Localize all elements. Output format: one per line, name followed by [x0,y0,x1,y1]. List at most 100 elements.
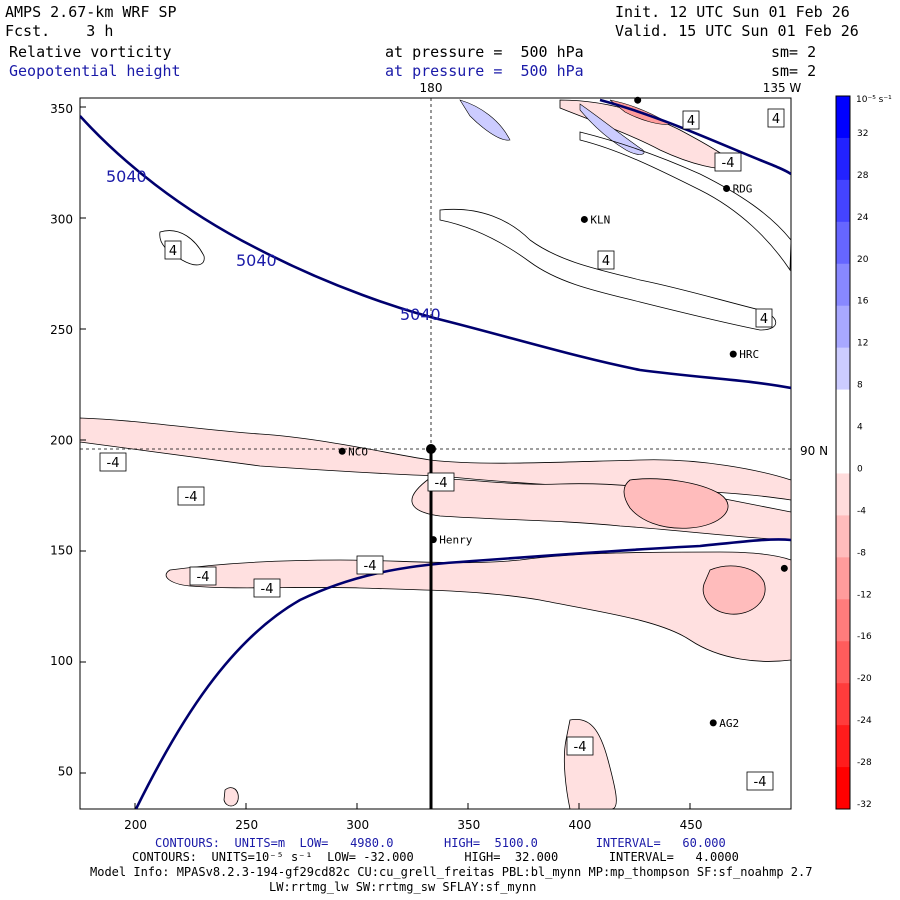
colorbar-label-11: -12 [857,590,872,600]
colorbar-label-8: 0 [857,464,863,474]
y-tick-label-4: 150 [50,544,73,558]
colorbar-swatch-8 [836,431,850,474]
init-time: Init. 12 UTC Sun 01 Feb 26 [615,3,850,21]
colorbar-swatch-5 [836,305,850,349]
footer-height-contours: CONTOURS: UNITS=m LOW= 4980.0 HIGH= 5100… [155,836,726,850]
colorbar-label-12: -16 [857,632,872,642]
vort-label-6: -4 [722,156,735,171]
station-label-nco: NCO [348,445,368,458]
x-tick-label-0: 200 [124,818,147,832]
colorbar-label-1: 28 [857,171,869,181]
pos-vorticity-streak-1 [459,99,511,141]
station-marker-2 [723,185,731,193]
pos-vorticity-contour-kln [439,208,777,331]
colorbar-label-0: 32 [857,129,868,139]
x-tick-label-5: 450 [680,818,703,832]
colorbar-swatch-11 [836,557,850,600]
height-label-3: 5040 [400,305,441,324]
colorbar-label-3: 20 [857,255,869,265]
station-marker-6 [780,564,788,572]
vorticity-labels: 4 4 4 4 4 -4 -4 -4 -4 -4 -4 -4 -4 -4 [99,108,785,791]
vort-label-4: 4 [602,254,610,269]
y-tick-label-3: 200 [50,433,73,447]
neg-vorticity-small [223,787,239,807]
vort-label-2: 4 [772,112,780,127]
y-tick-label-1: 300 [50,212,73,226]
colorbar-label-7: 4 [857,423,863,433]
pos-vorticity-streak-2 [579,103,645,155]
axis-ticks [80,106,691,809]
colorbar-swatch-4 [836,263,850,307]
colorbar-label-5: 12 [857,339,868,349]
x-tick-label-1: 250 [235,818,258,832]
vort-label-11: -4 [197,570,210,585]
vort-label-7: -4 [107,456,120,471]
colorbar-label-14: -24 [857,716,872,726]
field2-smoothing: sm= 2 [771,62,817,80]
colorbar-label-15: -28 [857,758,872,768]
vort-label-1: 4 [687,114,695,129]
height-label-1: 5040 [106,167,147,186]
vort-label-13: -4 [574,740,587,755]
x-tick-label-2: 300 [346,818,369,832]
vort-label-14: -4 [754,775,767,790]
footer-physics-info: LW:rrtmg_lw SW:rrtmg_sw SFLAY:sf_mynn [269,880,537,894]
station-marker-7 [634,96,642,104]
colorbar-label-9: -4 [857,506,866,516]
colorbar-swatch-14 [836,683,850,726]
field2-name: Geopotential height [9,62,181,80]
colorbar-swatch-16 [836,767,850,810]
y-tick-label-5: 100 [50,654,73,668]
field1-name: Relative vorticity [9,43,172,61]
footer-model-info: Model Info: MPASv8.2.3-194-gf29cd82c CU:… [90,865,813,879]
station-label-rdg: RDG [733,183,753,196]
lon-label-135w: 135 W [763,81,802,95]
vorticity-field [80,99,791,809]
neg-vorticity-core-east [623,478,729,529]
field2-level: at pressure = 500 hPa [385,62,584,80]
colorbar-swatch-0 [836,96,850,139]
x-tick-label-4: 400 [568,818,591,832]
y-tick-label-2: 250 [50,323,73,337]
colorbar-label-6: 8 [857,381,863,391]
neg-vorticity-band-north [80,417,791,501]
colorbar-frame [835,95,851,810]
height-contour-5100 [134,538,791,809]
colorbar-label-2: 24 [857,213,869,223]
neg-vorticity-core-south [702,565,766,615]
colorbar-swatch-6 [836,347,850,391]
valid-time: Valid. 15 UTC Sun 01 Feb 26 [615,22,859,40]
colorbar-swatch-3 [836,221,850,265]
footer-vorticity-contours: CONTOURS: UNITS=10⁻⁵ s⁻¹ LOW= -32.000 HI… [132,850,739,864]
vort-label-8: -4 [185,490,198,505]
pos-vorticity-contour-ne [579,131,791,272]
height-contour-ne [599,98,791,176]
colorbar-swatch-13 [836,641,850,684]
neg-vorticity-band-south [165,551,791,662]
station-label-hrc: HRC [739,348,759,361]
colorbar-swatch-12 [836,599,850,642]
station-marker-3 [729,350,737,358]
station-label-kln: KLN [590,213,610,226]
station-marker-1 [580,215,588,223]
x-tick-label-3: 350 [457,818,480,832]
colorbar: 32 28 24 20 16 12 8 4 0 -4 -8 -12 -16 -20 -24 -28 -32 [835,95,872,810]
colorbar-swatch-10 [836,515,850,558]
vort-label-10: -4 [364,559,377,574]
pole-marker [426,444,436,454]
height-label-2: 5040 [236,251,277,270]
colorbar-swatch-1 [836,137,850,181]
colorbar-label-10: -8 [857,548,866,558]
vort-label-9: -4 [435,476,448,491]
colorbar-swatch-2 [836,179,850,223]
station-marker-5 [709,719,717,727]
height-contour-5040 [80,115,791,390]
station-marker-0 [338,447,346,455]
field1-level: at pressure = 500 hPa [385,43,584,61]
colorbar-swatch-15 [836,725,850,768]
y-tick-label-0: 350 [50,102,73,116]
lon-label-180: 180 [420,81,443,95]
colorbar-units: 10⁻⁵ s⁻¹ [856,95,892,105]
forecast-hour: Fcst. 3 h [5,22,114,40]
